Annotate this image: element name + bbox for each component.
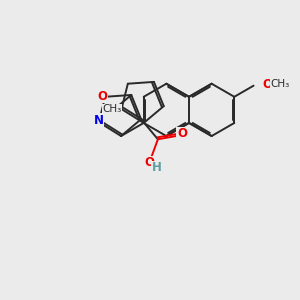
Text: H: H [152, 161, 161, 174]
Text: CH₃: CH₃ [271, 79, 290, 89]
Text: O: O [98, 90, 108, 103]
Text: N: N [94, 114, 104, 127]
Text: O: O [262, 78, 272, 91]
Text: O: O [145, 156, 155, 170]
Text: O: O [177, 127, 187, 140]
Text: CH₃: CH₃ [102, 104, 122, 114]
